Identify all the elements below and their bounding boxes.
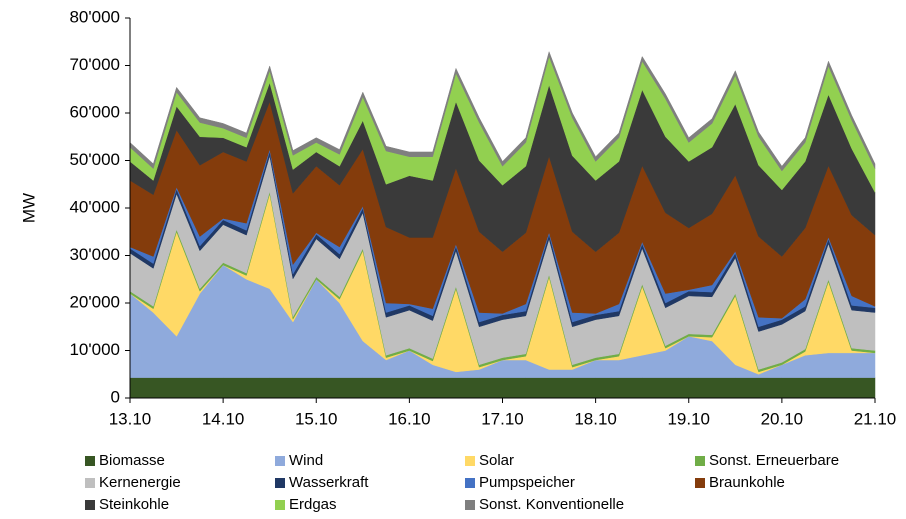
area bbox=[129, 377, 876, 399]
legend-label: Steinkohle bbox=[99, 496, 169, 513]
legend-swatch bbox=[275, 456, 285, 466]
legend-label: Pumpspeicher bbox=[479, 474, 575, 491]
x-tick-label: 17.10 bbox=[481, 409, 524, 428]
legend-label: Sonst. Erneuerbare bbox=[709, 452, 839, 469]
legend-swatch bbox=[695, 456, 705, 466]
y-axis-label: MW bbox=[19, 193, 38, 223]
x-tick-label: 21.10 bbox=[854, 409, 897, 428]
x-tick-label: 19.10 bbox=[667, 409, 710, 428]
y-tick-label: 40'000 bbox=[69, 197, 120, 216]
legend-label: Braunkohle bbox=[709, 474, 785, 491]
area bbox=[129, 50, 876, 172]
legend-swatch bbox=[695, 478, 705, 488]
legend-swatch bbox=[85, 500, 95, 510]
legend-swatch bbox=[275, 478, 285, 488]
legend-swatch bbox=[275, 500, 285, 510]
plot-area bbox=[129, 50, 876, 399]
x-tick-label: 13.10 bbox=[109, 409, 152, 428]
y-tick-label: 30'000 bbox=[69, 245, 120, 264]
y-tick-label: 10'000 bbox=[69, 340, 120, 359]
legend-label: Erdgas bbox=[289, 496, 337, 513]
legend-label: Wind bbox=[289, 452, 323, 469]
y-tick-label: 0 bbox=[111, 387, 120, 406]
x-tick-label: 16.10 bbox=[388, 409, 431, 428]
legend-swatch bbox=[465, 500, 475, 510]
legend-label: Sonst. Konventionelle bbox=[479, 496, 624, 513]
legend-label: Wasserkraft bbox=[289, 474, 369, 491]
x-tick-label: 14.10 bbox=[202, 409, 245, 428]
x-tick-label: 20.10 bbox=[761, 409, 804, 428]
y-tick-label: 20'000 bbox=[69, 292, 120, 311]
x-tick-label: 15.10 bbox=[295, 409, 338, 428]
legend-label: Biomasse bbox=[99, 452, 165, 469]
legend-label: Kernenergie bbox=[99, 474, 181, 491]
y-tick-label: 50'000 bbox=[69, 150, 120, 169]
legend-label: Solar bbox=[479, 452, 514, 469]
y-tick-label: 70'000 bbox=[69, 55, 120, 74]
y-tick-label: 80'000 bbox=[69, 7, 120, 26]
x-tick-label: 18.10 bbox=[574, 409, 617, 428]
legend-swatch bbox=[85, 478, 95, 488]
legend-swatch bbox=[465, 456, 475, 466]
legend-swatch bbox=[465, 478, 475, 488]
y-tick-label: 60'000 bbox=[69, 102, 120, 121]
legend-swatch bbox=[85, 456, 95, 466]
